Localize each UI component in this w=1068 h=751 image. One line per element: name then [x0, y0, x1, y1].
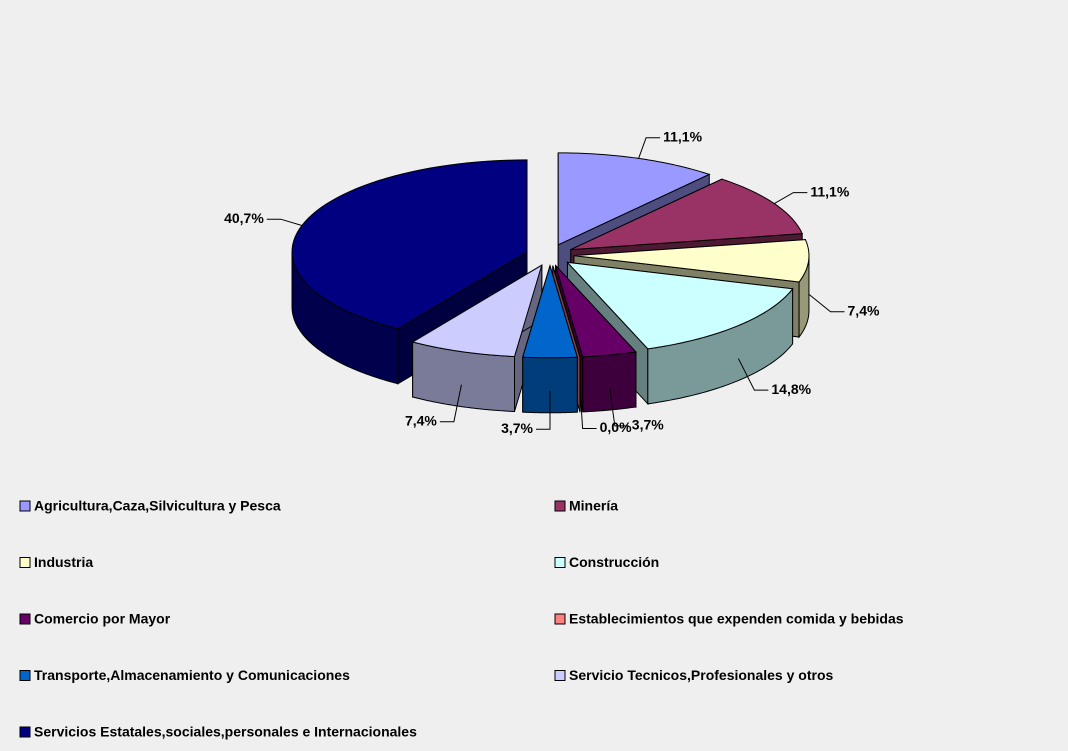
leader-line [439, 384, 462, 423]
slice [522, 264, 578, 414]
slice-top [566, 261, 794, 350]
leader-line [266, 218, 303, 226]
slice-top [573, 239, 810, 283]
legend-label: Transporte,Almacenamiento y Comunicacion… [34, 667, 350, 683]
leader-line [536, 390, 551, 430]
leader-line [579, 390, 597, 429]
legend-label: Industria [34, 554, 93, 570]
slice [291, 159, 528, 385]
legend-label: Agricultura,Caza,Silvicultura y Pesca [34, 498, 281, 514]
leader-line [808, 293, 845, 313]
legend-swatch [19, 726, 31, 738]
legend-label: Construcción [569, 554, 659, 570]
slice-top [555, 265, 637, 358]
legend-label: Establecimientos que expenden comida y b… [569, 611, 904, 627]
slice-top [557, 152, 711, 246]
legend-swatch [19, 557, 31, 568]
legend-label: Servicio Tecnicos,Profesionales y otros [569, 667, 833, 683]
slice-top [291, 159, 528, 330]
leader-line [638, 137, 661, 159]
legend-swatch [19, 500, 31, 512]
slice-top [411, 264, 543, 358]
data-label: 3,7% [632, 417, 664, 433]
leader-line [774, 192, 808, 205]
pie: 11,1%11,1%7,4%14,8%3,7%0,0%3,7%7,4%40,7% [224, 128, 880, 436]
legend-swatch [554, 557, 566, 568]
leader-line [737, 358, 769, 391]
legend-swatch [19, 670, 31, 681]
legend-label: Comercio por Mayor [34, 611, 171, 627]
data-label: 14,8% [771, 381, 811, 397]
data-label: 40,7% [224, 210, 264, 226]
data-label: 11,1% [810, 183, 849, 199]
data-label: 3,7% [501, 420, 533, 436]
data-label: 11,1% [663, 128, 702, 144]
legend-swatch [554, 613, 566, 625]
slice-wall [582, 351, 637, 413]
data-label: 7,4% [405, 412, 437, 428]
leader-line [609, 387, 629, 427]
legend-label: Servicios Estatales,sociales,personales … [34, 724, 417, 740]
legend: Agricultura,Caza,Silvicultura y Pesca Min… [19, 498, 904, 740]
slice-top [522, 264, 578, 359]
legend-label: Minería [569, 498, 618, 514]
data-label: 7,4% [848, 302, 880, 318]
legend-swatch [554, 500, 566, 512]
legend-swatch [19, 613, 31, 625]
data-label: 0,0% [600, 419, 632, 435]
slice [411, 264, 543, 413]
legend-swatch [554, 670, 566, 681]
